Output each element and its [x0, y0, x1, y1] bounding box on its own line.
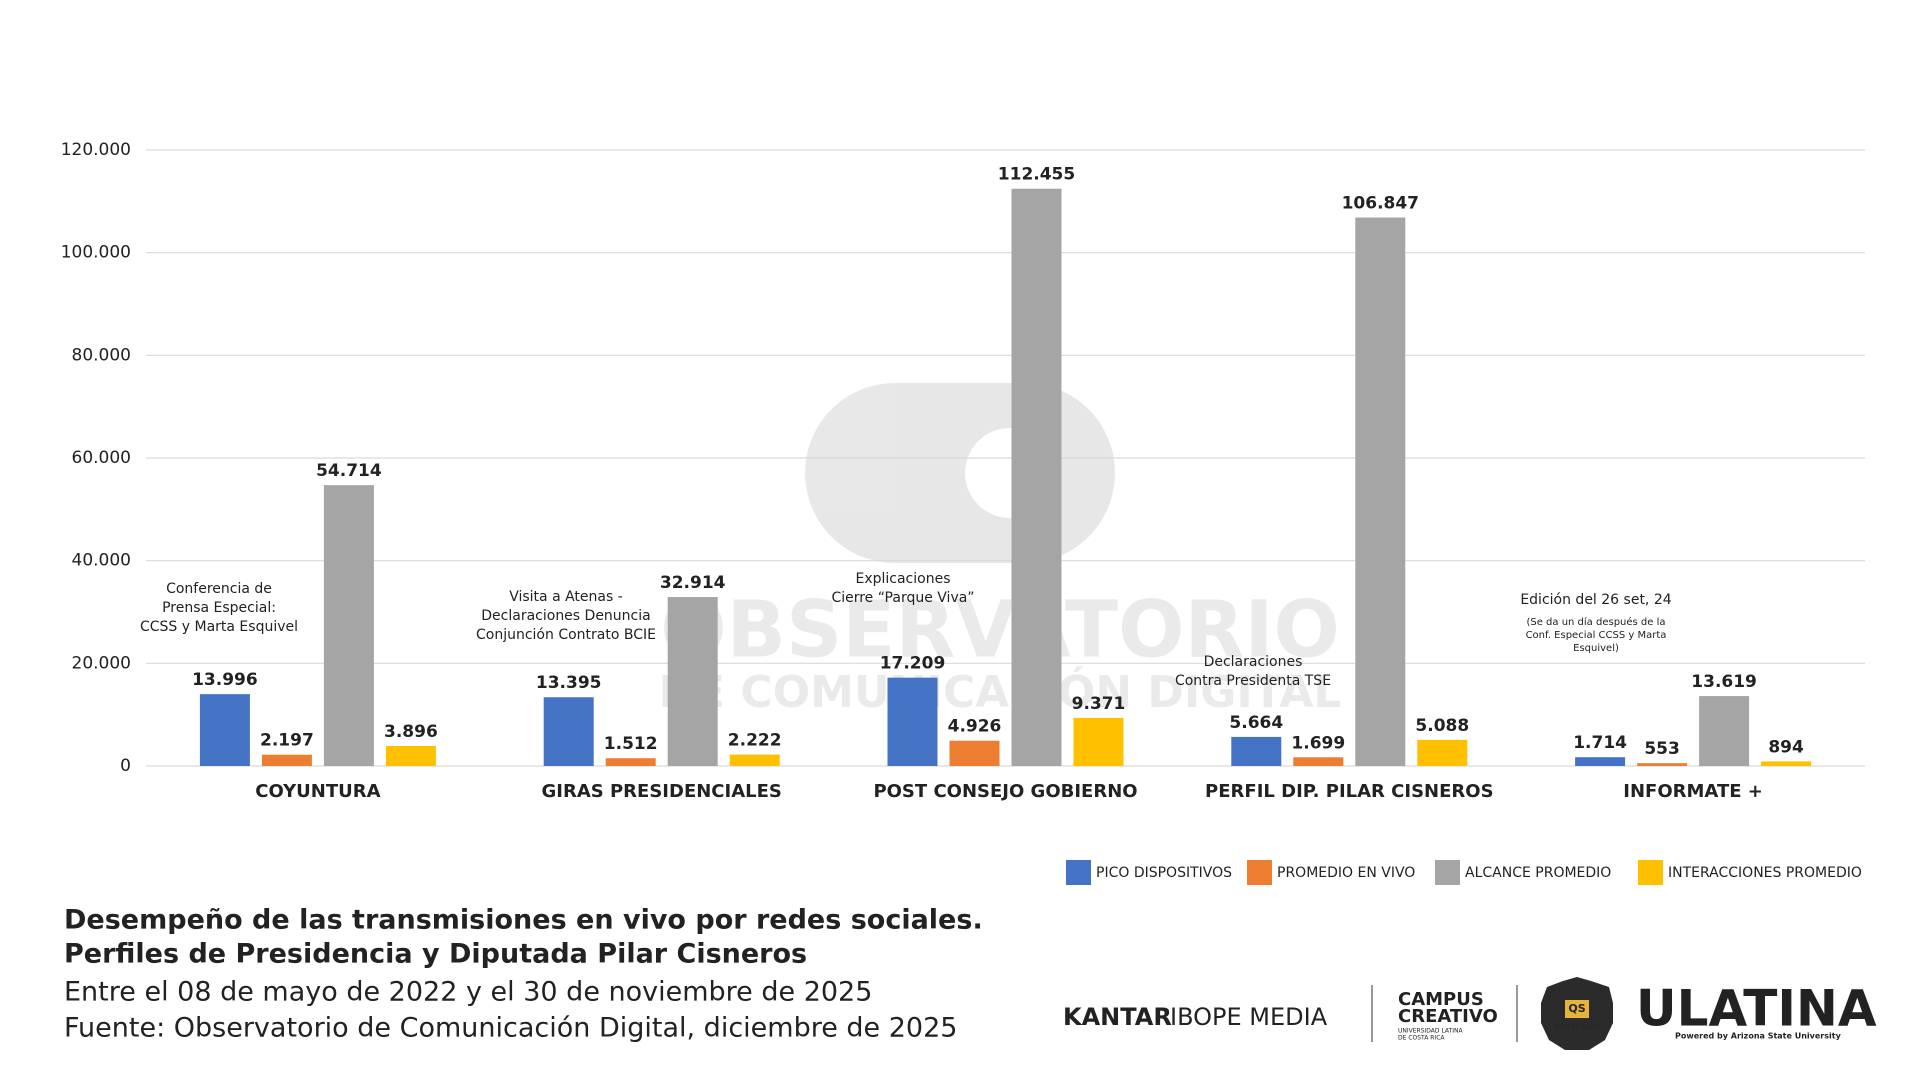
x-tick-label: POST CONSEJO GOBIERNO	[873, 781, 1137, 802]
bar	[667, 597, 718, 766]
data-label: 5.088	[1415, 716, 1469, 736]
data-label: 2.197	[260, 731, 314, 751]
annotation: Contra Presidenta TSE	[1175, 673, 1331, 689]
data-label: 17.209	[880, 654, 946, 674]
logo-campus: UNIVERSIDAD LATINA	[1398, 1028, 1463, 1035]
watermark-icon	[805, 383, 1115, 563]
bar	[261, 754, 312, 766]
data-label: 5.664	[1229, 713, 1283, 733]
data-label: 4.926	[948, 717, 1002, 737]
data-label: 32.914	[660, 573, 726, 593]
bar	[1073, 717, 1124, 766]
bar	[729, 754, 780, 766]
data-label: 54.714	[316, 461, 382, 481]
data-label: 9.371	[1072, 694, 1126, 714]
logo-campus: CREATIVO	[1398, 1006, 1498, 1027]
data-label: 553	[1644, 739, 1680, 759]
data-label: 3.896	[384, 722, 438, 742]
x-tick-label: COYUNTURA	[255, 781, 380, 802]
logo-badge: REDES EXCELLENT	[1554, 1025, 1602, 1031]
legend-swatch	[1066, 860, 1091, 885]
legend-swatch	[1638, 860, 1663, 885]
bar	[543, 697, 594, 766]
annotation: Cierre “Parque Viva”	[831, 590, 974, 606]
bar	[199, 694, 250, 766]
chart-title: Desempeño de las transmisiones en vivo p…	[64, 905, 983, 936]
plot: 0 20.000 40.000 60.000 80.000 100.000 120.000 1…	[61, 140, 1865, 885]
y-tick-label: 40.000	[72, 551, 131, 571]
data-label: 1.512	[604, 734, 658, 754]
bar	[1761, 761, 1812, 766]
logo-kantar: KANTAR	[1063, 1003, 1172, 1031]
legend-swatch	[1247, 860, 1272, 885]
bar	[1637, 763, 1688, 766]
x-tick-label: PERFIL DIP. PILAR CISNEROS	[1205, 781, 1493, 802]
logo-campus: CAMPUS	[1398, 989, 1484, 1010]
data-label: 1.714	[1573, 733, 1627, 753]
y-tick-label: 120.000	[61, 140, 131, 160]
bar	[949, 740, 1000, 766]
chart-subtitle: Fuente: Observatorio de Comunicación Dig…	[64, 1013, 957, 1044]
annotation: Conferencia de	[166, 581, 272, 597]
y-tick-label: 20.000	[72, 653, 131, 673]
chart-title: Perfiles de Presidencia y Diputada Pilar…	[64, 939, 807, 970]
y-tick-label: 80.000	[72, 345, 131, 365]
legend-label: PICO DISPOSITIVOS	[1096, 865, 1232, 881]
bar	[1699, 696, 1750, 766]
chart-subtitle: Entre el 08 de mayo de 2022 y el 30 de n…	[64, 977, 872, 1008]
data-label: 13.395	[536, 673, 602, 693]
annotation: Explicaciones	[855, 571, 950, 587]
annotation-note: (Se da un día después de la	[1526, 616, 1665, 628]
logo-campus: DE COSTA RICA	[1398, 1035, 1445, 1042]
data-label: 106.847	[1342, 194, 1419, 214]
bar	[385, 746, 436, 766]
bar	[323, 485, 374, 766]
data-label: 2.222	[728, 731, 782, 751]
annotation-note: Esquivel)	[1573, 643, 1619, 654]
legend-swatch	[1435, 860, 1460, 885]
annotation: Edición del 26 set, 24	[1520, 592, 1671, 608]
bar	[1231, 736, 1282, 766]
bar	[887, 677, 938, 766]
data-label: 1.699	[1291, 733, 1345, 753]
watermark-text: OBSERVATORIO	[660, 585, 1340, 675]
titles: Desempeño de las transmisiones en vivo p…	[64, 905, 983, 1044]
logos: KANTAR IBOPE MEDIA CAMPUS CREATIVO UNIVE…	[1063, 977, 1877, 1050]
y-tick-label: 100.000	[61, 243, 131, 263]
logo-ulatina: ULATINA	[1636, 980, 1877, 1038]
watermark-text: DE COMUNICACIÓN DIGITAL	[659, 665, 1342, 718]
bar	[1575, 757, 1626, 766]
legend-label: INTERACCIONES PROMEDIO	[1668, 865, 1862, 881]
annotation: CCSS y Marta Esquivel	[140, 619, 298, 635]
annotation: Prensa Especial:	[162, 600, 276, 616]
data-label: 112.455	[998, 165, 1075, 185]
bar	[1417, 739, 1468, 766]
annotation: Declaraciones	[1204, 654, 1303, 670]
logo-kantar: IBOPE MEDIA	[1170, 1003, 1328, 1031]
logo-badge	[1565, 1000, 1589, 1018]
legend-label: ALCANCE PROMEDIO	[1465, 865, 1611, 881]
x-tick-label: INFORMATE +	[1623, 781, 1763, 802]
y-tick-label: 60.000	[72, 448, 131, 468]
annotation-note: Conf. Especial CCSS y Marta	[1526, 630, 1667, 641]
bar	[1011, 188, 1062, 766]
data-label: 13.996	[192, 670, 258, 690]
data-label: 13.619	[1691, 672, 1757, 692]
logo-ulatina: Powered by Arizona State University	[1675, 1032, 1842, 1041]
annotation: Visita a Atenas -	[509, 589, 623, 605]
legend-label: PROMEDIO EN VIVO	[1277, 865, 1415, 881]
data-label: 894	[1768, 737, 1804, 757]
logo-badge: QS	[1568, 1002, 1585, 1015]
bar	[1293, 757, 1344, 766]
annotation: Conjunción Contrato BCIE	[476, 627, 656, 643]
y-tick-label: 0	[120, 756, 131, 776]
x-tick-label: GIRAS PRESIDENCIALES	[542, 781, 782, 802]
bar	[605, 758, 656, 766]
bar	[1355, 217, 1406, 766]
annotation: Declaraciones Denuncia	[481, 608, 650, 624]
